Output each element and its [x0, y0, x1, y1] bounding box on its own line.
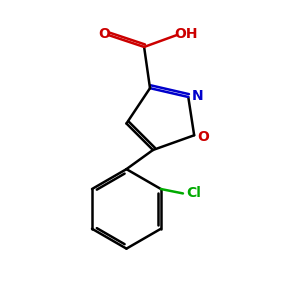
Text: OH: OH: [174, 27, 198, 41]
Text: O: O: [98, 27, 110, 41]
Text: N: N: [191, 89, 203, 103]
Text: O: O: [197, 130, 209, 144]
Text: Cl: Cl: [187, 186, 202, 200]
